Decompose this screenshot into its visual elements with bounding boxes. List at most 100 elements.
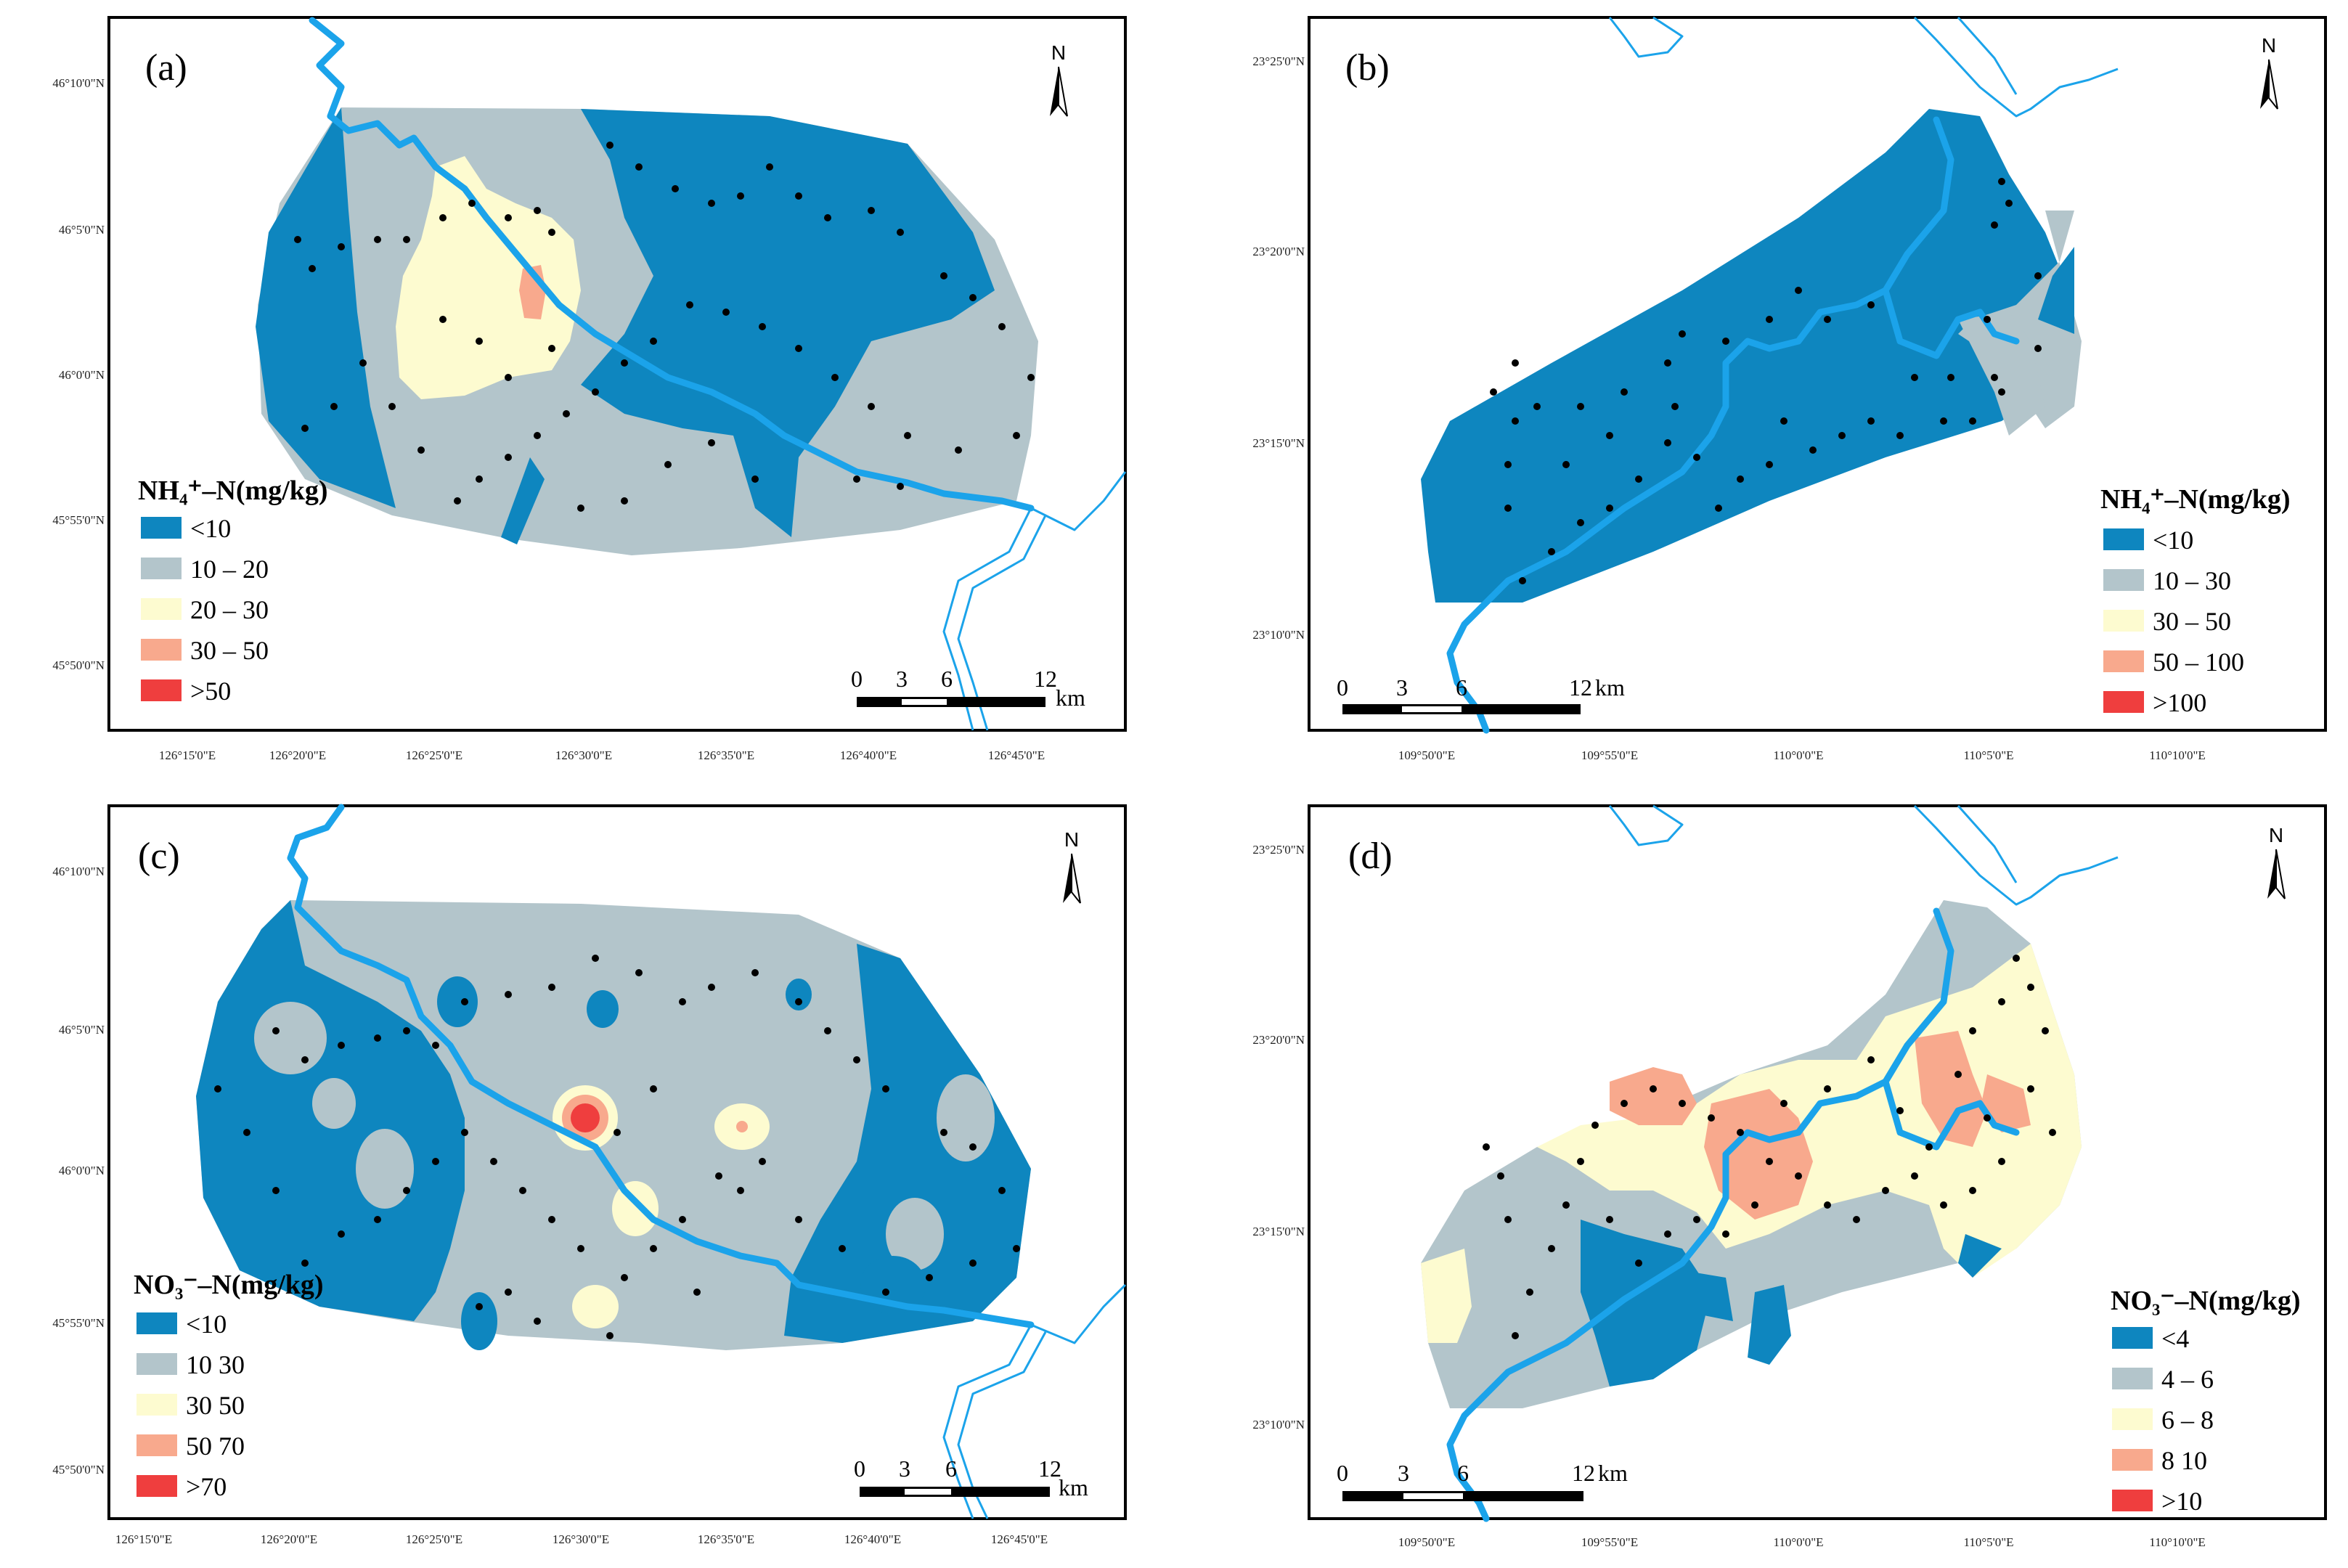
svg-text:110°5'0"E: 110°5'0"E (1963, 748, 2013, 762)
zone-c-blue-spot-1 (437, 976, 478, 1027)
svg-text:6: 6 (1456, 674, 1467, 701)
svg-text:23°10'0"N: 23°10'0"N (1252, 628, 1305, 642)
svg-text:N: N (1051, 41, 1066, 64)
svg-text:10 – 20: 10 – 20 (190, 555, 269, 584)
svg-text:>50: >50 (190, 677, 231, 706)
zone-d-salmon-3 (1915, 1031, 1987, 1147)
svg-text:>100: >100 (2153, 688, 2206, 717)
svg-text:109°55'0"E: 109°55'0"E (1581, 1535, 1638, 1549)
svg-text:109°50'0"E: 109°50'0"E (1398, 748, 1455, 762)
svg-text:3: 3 (896, 666, 908, 692)
zone-c-grey-island-2 (356, 1129, 414, 1209)
map-c: (c) N NO₃⁻–N(mg/kg) <10 10 30 30 50 50 7… (52, 804, 1127, 1546)
svg-text:N: N (2262, 34, 2276, 57)
svg-text:23°15'0"N: 23°15'0"N (1252, 1225, 1305, 1238)
svg-text:46°5'0"N: 46°5'0"N (59, 1023, 105, 1037)
svg-text:109°50'0"E: 109°50'0"E (1398, 1535, 1455, 1549)
svg-text:0: 0 (851, 666, 863, 692)
svg-text:126°25'0"E: 126°25'0"E (406, 748, 462, 762)
svg-text:12: 12 (1038, 1455, 1061, 1482)
legend-c: NO₃⁻–N(mg/kg) <10 10 30 30 50 50 70 >70 (134, 1270, 324, 1501)
svg-text:30 – 50: 30 – 50 (190, 636, 269, 665)
map-a: (a) N NH₄⁺–N(mg/kg) <10 10 – 20 20 – 30 … (52, 16, 1127, 762)
zone-c-cream-4 (572, 1285, 619, 1328)
svg-text:0: 0 (854, 1455, 865, 1482)
scale-bar-b: 0 3 6 12 km (1337, 674, 1625, 714)
zone-c-grey-island-5 (886, 1198, 944, 1270)
zone-c-grey-island-4 (937, 1074, 995, 1161)
y-ticks-b: 23°25'0"N 23°20'0"N 23°15'0"N 23°10'0"N (1252, 54, 1305, 642)
svg-text:126°40'0"E: 126°40'0"E (840, 748, 897, 762)
svg-text:0: 0 (1337, 674, 1348, 701)
svg-text:6 – 8: 6 – 8 (2161, 1405, 2214, 1434)
north-arrow-icon: N (1063, 828, 1081, 904)
legend-title-b: NH₄⁺–N(mg/kg) (2100, 484, 2291, 515)
svg-text:0: 0 (1337, 1460, 1348, 1486)
river-a (309, 17, 1035, 512)
zone-c-blue-east (784, 944, 1031, 1343)
svg-text:109°55'0"E: 109°55'0"E (1581, 748, 1638, 762)
svg-text:110°5'0"E: 110°5'0"E (1963, 1535, 2013, 1549)
river-b-top (1608, 16, 2119, 118)
svg-text:46°5'0"N: 46°5'0"N (59, 223, 105, 237)
svg-text:23°15'0"N: 23°15'0"N (1252, 436, 1305, 450)
svg-text:<4: <4 (2161, 1324, 2189, 1353)
svg-text:30 50: 30 50 (186, 1391, 245, 1420)
zone-d-blue-3 (1958, 1234, 2002, 1278)
svg-text:110°10'0"E: 110°10'0"E (2149, 1535, 2206, 1549)
svg-text:126°25'0"E: 126°25'0"E (406, 1532, 462, 1546)
north-arrow-icon: N (1050, 41, 1068, 117)
zone-d-cream-west (1421, 1249, 1472, 1343)
svg-text:6: 6 (1457, 1460, 1469, 1486)
svg-text:126°30'0"E: 126°30'0"E (553, 1532, 609, 1546)
svg-text:46°0'0"N: 46°0'0"N (59, 1164, 105, 1177)
zone-d-blue-4 (1682, 1270, 1733, 1321)
svg-text:50 – 100: 50 – 100 (2153, 648, 2244, 677)
north-arrow-icon: N (2260, 34, 2278, 110)
panel-a: (a) N NH₄⁺–N(mg/kg) <10 10 – 20 20 – 30 … (0, 0, 1174, 784)
panel-label-a: (a) (145, 47, 187, 89)
legend-title-a: NH₄⁺–N(mg/kg) (138, 475, 328, 506)
svg-text:110°0'0"E: 110°0'0"E (1773, 1535, 1823, 1549)
svg-text:3: 3 (899, 1455, 910, 1482)
svg-text:<10: <10 (190, 514, 231, 543)
svg-text:8 10: 8 10 (2161, 1446, 2207, 1475)
svg-text:23°25'0"N: 23°25'0"N (1252, 54, 1305, 68)
svg-text:3: 3 (1396, 674, 1408, 701)
x-ticks-d: 109°50'0"E 109°55'0"E 110°0'0"E 110°5'0"… (1398, 1535, 2206, 1549)
zone-d-blue-2 (1748, 1285, 1791, 1365)
svg-text:45°50'0"N: 45°50'0"N (52, 1463, 105, 1477)
svg-text:126°30'0"E: 126°30'0"E (555, 748, 612, 762)
svg-text:45°55'0"N: 45°55'0"N (52, 1316, 105, 1330)
svg-text:12: 12 (1034, 666, 1057, 692)
zone-b-grey-2 (1958, 312, 2045, 436)
x-ticks-b: 109°50'0"E 109°55'0"E 110°0'0"E 110°5'0"… (1398, 748, 2206, 762)
zone-c-blue-spot-3 (786, 979, 812, 1010)
svg-text:12: 12 (1572, 1460, 1595, 1486)
legend-title-d: NO₃⁻–N(mg/kg) (2111, 1286, 2301, 1316)
x-ticks-a: 126°15'0"E 126°20'0"E 126°25'0"E 126°30'… (159, 748, 1045, 762)
zone-d-blue-1 (1581, 1220, 1711, 1387)
y-ticks-d: 23°25'0"N 23°20'0"N 23°15'0"N 23°10'0"N (1252, 843, 1305, 1432)
zone-b-grey-1 (1958, 211, 2082, 428)
legend-a: NH₄⁺–N(mg/kg) <10 10 – 20 20 – 30 30 – 5… (138, 475, 328, 706)
sample-points-c (214, 955, 1020, 1339)
svg-text:45°50'0"N: 45°50'0"N (52, 658, 105, 672)
map-d: (d) N NO₃⁻–N(mg/kg) <4 4 – 6 6 – 8 8 10 … (1252, 804, 2327, 1549)
river-d (1446, 907, 2020, 1522)
zone-c-blue-spot-5 (461, 1292, 497, 1350)
svg-text:km: km (1056, 685, 1085, 711)
svg-text:6: 6 (941, 666, 953, 692)
svg-text:3: 3 (1398, 1460, 1409, 1486)
panel-d: (d) N NO₃⁻–N(mg/kg) <4 4 – 6 6 – 8 8 10 … (1174, 784, 2348, 1568)
svg-text:km: km (1595, 674, 1625, 701)
river-c (287, 804, 1035, 1328)
svg-text:N: N (2269, 824, 2283, 846)
legend-title-c: NO₃⁻–N(mg/kg) (134, 1270, 324, 1300)
river-a-branch (942, 471, 1127, 731)
sample-points-b (1490, 178, 2042, 584)
svg-text:126°20'0"E: 126°20'0"E (269, 748, 326, 762)
x-ticks-c: 126°15'0"E 126°20'0"E 126°25'0"E 126°30'… (115, 1532, 1048, 1546)
north-arrow-icon: N (2267, 824, 2286, 899)
svg-text:110°0'0"E: 110°0'0"E (1773, 748, 1823, 762)
